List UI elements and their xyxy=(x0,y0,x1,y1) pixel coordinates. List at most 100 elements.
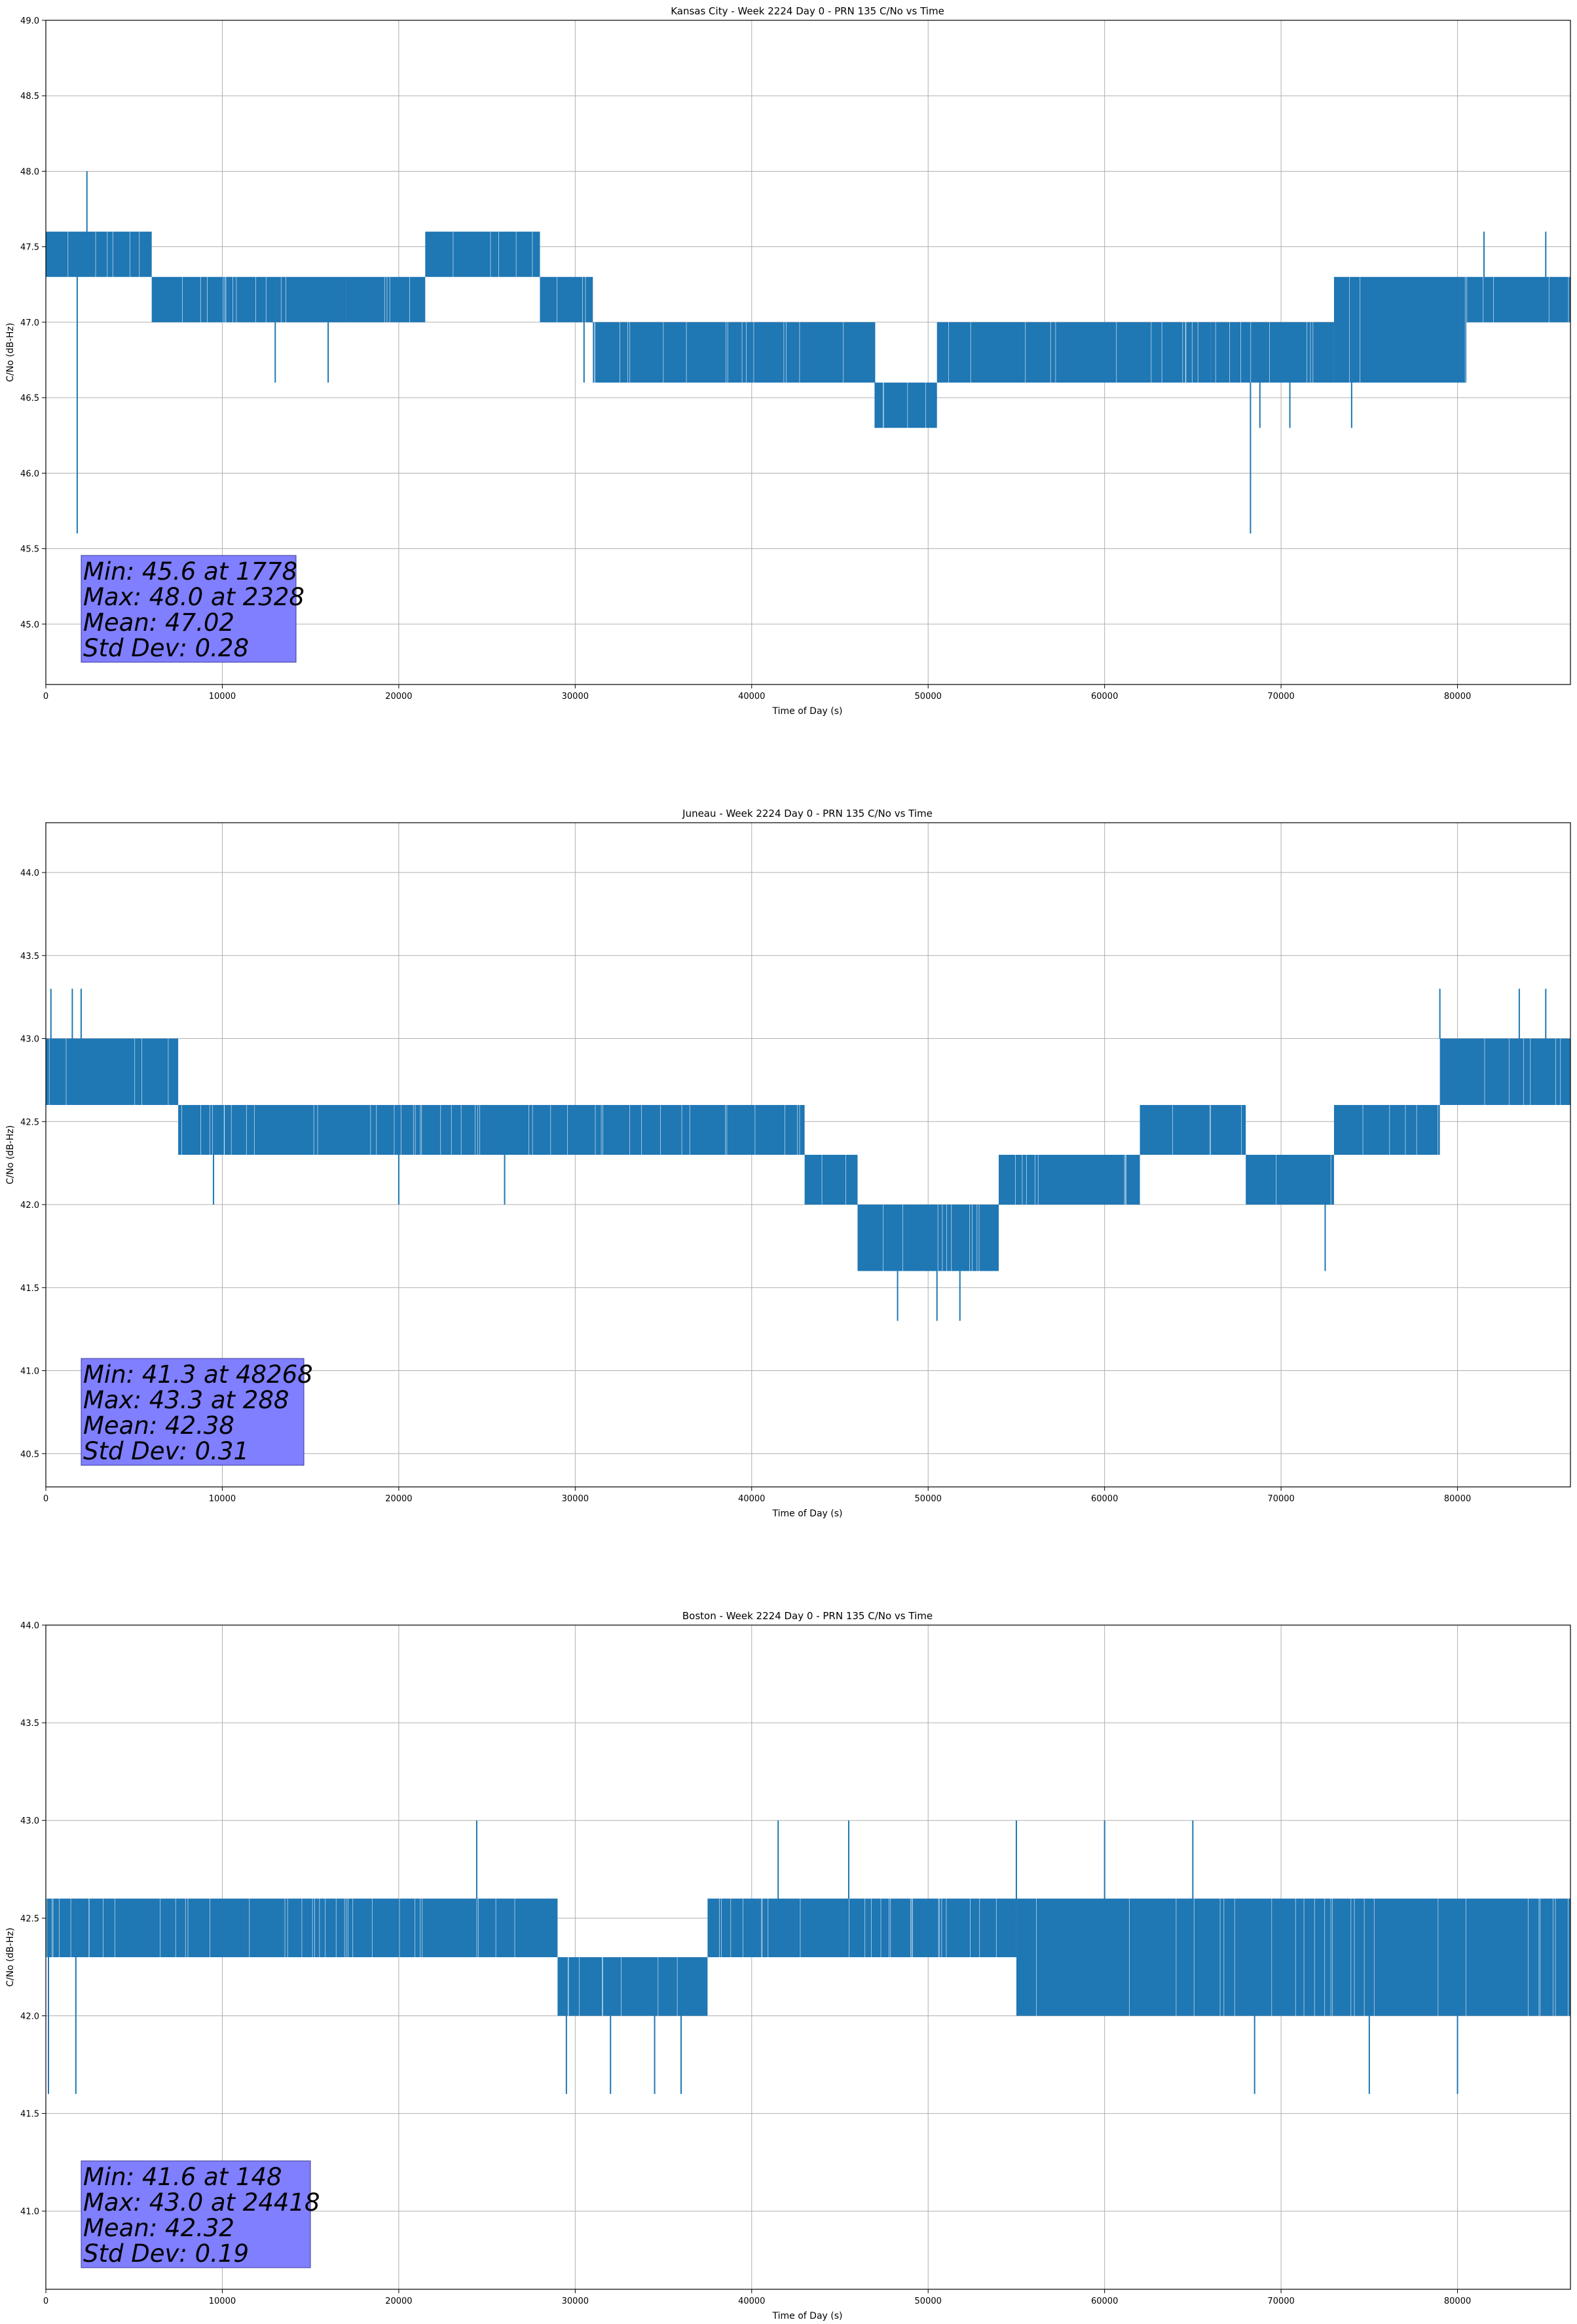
stats-max: Max: 43.0 at 24418 xyxy=(83,2188,320,2217)
x-axis-label: Time of Day (s) xyxy=(772,2311,843,2321)
series-cno xyxy=(46,1820,1570,2094)
y-tick-label: 43.5 xyxy=(20,952,39,962)
data-band xyxy=(178,1104,681,1155)
y-tick-label: 46.0 xyxy=(20,469,39,479)
data-band xyxy=(425,231,540,277)
x-axis-label: Time of Day (s) xyxy=(772,1509,843,1519)
x-tick-label: 80000 xyxy=(1444,1494,1471,1504)
x-tick-label: 50000 xyxy=(915,692,942,702)
x-tick-label: 80000 xyxy=(1444,692,1471,702)
x-tick-label: 40000 xyxy=(738,692,765,702)
data-band xyxy=(999,1155,1140,1205)
x-tick-label: 20000 xyxy=(385,1494,412,1504)
y-tick-label: 45.0 xyxy=(20,620,39,630)
data-band xyxy=(46,231,152,277)
y-tick-label: 47.5 xyxy=(20,243,39,253)
data-band xyxy=(1246,1155,1334,1205)
x-tick-label: 80000 xyxy=(1444,2296,1471,2306)
x-axis-label: Time of Day (s) xyxy=(772,706,843,717)
x-tick-label: 30000 xyxy=(562,2296,589,2306)
chart-panel-juneau: Juneau - Week 2224 Day 0 - PRN 135 C/No … xyxy=(5,808,1571,1519)
y-tick-label: 41.5 xyxy=(20,1284,39,1294)
y-ticks: 45.0 45.5 46.0 46.5 47.0 47.5 48.0 48.5 49.0 xyxy=(20,16,46,630)
data-band xyxy=(46,1038,179,1105)
stats-box-background xyxy=(81,2160,311,2268)
data-band xyxy=(707,1898,1016,1957)
x-tick-label: 70000 xyxy=(1267,692,1294,702)
stats-std-dev: Std Dev: 0.31 xyxy=(83,1437,249,1465)
data-band xyxy=(681,1104,805,1155)
y-tick-label: 41.0 xyxy=(20,1367,39,1377)
x-tick-label: 40000 xyxy=(738,1494,765,1504)
series-cno xyxy=(46,171,1570,534)
x-tick-label: 50000 xyxy=(915,1494,942,1504)
y-axis-label: C/No (dB-Hz) xyxy=(5,323,16,382)
data-band xyxy=(1439,1038,1570,1105)
plot-area: 0 10000 20000 30000 40000 50000 60000 70000 8000… xyxy=(20,16,1571,702)
data-band xyxy=(1333,276,1467,383)
y-ticks: 40.5 41.0 41.5 42.0 42.5 43.0 43.5 44.0 xyxy=(20,869,46,1459)
data-band xyxy=(593,322,876,383)
y-tick-label: 42.0 xyxy=(20,2012,39,2021)
y-tick-label: 49.0 xyxy=(20,16,39,26)
x-tick-label: 0 xyxy=(43,1494,48,1504)
data-band xyxy=(875,383,937,428)
x-tick-label: 0 xyxy=(43,692,48,702)
x-tick-label: 10000 xyxy=(209,692,236,702)
data-band xyxy=(1333,1104,1440,1155)
stats-box-background xyxy=(81,1358,305,1466)
stats-box: Min: 45.6 at 1778 Max: 48.0 at 2328 Mean… xyxy=(81,555,305,663)
data-band xyxy=(1016,1898,1570,2016)
series-cno xyxy=(46,988,1570,1321)
data-band xyxy=(857,1205,999,1271)
x-tick-label: 30000 xyxy=(562,692,589,702)
y-tick-label: 41.5 xyxy=(20,2110,39,2120)
stats-box-background xyxy=(81,555,297,663)
axes-frame xyxy=(45,1624,1571,2290)
data-band xyxy=(346,276,426,322)
data-band xyxy=(1140,1104,1246,1155)
stats-min: Min: 45.6 at 1778 xyxy=(83,557,297,586)
x-tick-label: 50000 xyxy=(915,2296,942,2306)
x-tick-label: 20000 xyxy=(385,2296,412,2306)
plot-area: 0 10000 20000 30000 40000 50000 60000 70000 8000… xyxy=(20,1621,1571,2306)
y-tick-label: 40.5 xyxy=(20,1450,39,1459)
stats-std-dev: Std Dev: 0.28 xyxy=(83,634,249,662)
x-ticks: 0 10000 20000 30000 40000 50000 60000 70000 8000… xyxy=(43,2289,1471,2306)
y-tick-label: 43.5 xyxy=(20,1719,39,1729)
y-ticks: 41.0 41.5 42.0 42.5 43.0 43.5 44.0 xyxy=(20,1621,46,2217)
chart-panel-kansas-city: Kansas City - Week 2224 Day 0 - PRN 135 … xyxy=(5,5,1571,717)
x-tick-label: 20000 xyxy=(385,692,412,702)
axes-frame xyxy=(45,20,1571,685)
stats-mean: Mean: 47.02 xyxy=(83,609,234,637)
x-ticks: 0 10000 20000 30000 40000 50000 60000 70000 8000… xyxy=(43,1487,1471,1504)
stats-std-dev: Std Dev: 0.19 xyxy=(83,2240,249,2268)
data-band xyxy=(151,276,346,322)
chart-title: Kansas City - Week 2224 Day 0 - PRN 135 … xyxy=(671,5,944,17)
y-tick-label: 44.0 xyxy=(20,1621,39,1631)
y-tick-label: 46.5 xyxy=(20,394,39,403)
stats-box: Min: 41.3 at 48268 Max: 43.3 at 288 Mean… xyxy=(81,1358,313,1466)
axes-frame xyxy=(45,822,1571,1488)
chart-title: Boston - Week 2224 Day 0 - PRN 135 C/No … xyxy=(682,1610,933,1622)
x-tick-label: 10000 xyxy=(209,1494,236,1504)
stats-min: Min: 41.6 at 148 xyxy=(83,2163,282,2191)
x-tick-label: 60000 xyxy=(1091,692,1118,702)
y-tick-label: 42.5 xyxy=(20,1914,39,1924)
data-band xyxy=(1466,276,1570,322)
plot-area: 0 10000 20000 30000 40000 50000 60000 70000 8000… xyxy=(20,822,1571,1504)
y-tick-label: 45.5 xyxy=(20,545,39,555)
y-tick-label: 42.5 xyxy=(20,1117,39,1127)
stats-mean: Mean: 42.32 xyxy=(83,2214,234,2242)
x-tick-label: 70000 xyxy=(1267,2296,1294,2306)
x-tick-label: 30000 xyxy=(562,1494,589,1504)
stats-min: Min: 41.3 at 48268 xyxy=(83,1360,313,1389)
data-band xyxy=(1210,322,1334,383)
y-axis-label: C/No (dB-Hz) xyxy=(5,1125,16,1184)
stats-mean: Mean: 42.38 xyxy=(83,1412,234,1440)
x-ticks: 0 10000 20000 30000 40000 50000 60000 70000 8000… xyxy=(43,684,1471,702)
y-tick-label: 44.0 xyxy=(20,869,39,878)
y-tick-label: 41.0 xyxy=(20,2207,39,2217)
stats-max: Max: 43.3 at 288 xyxy=(83,1386,289,1414)
